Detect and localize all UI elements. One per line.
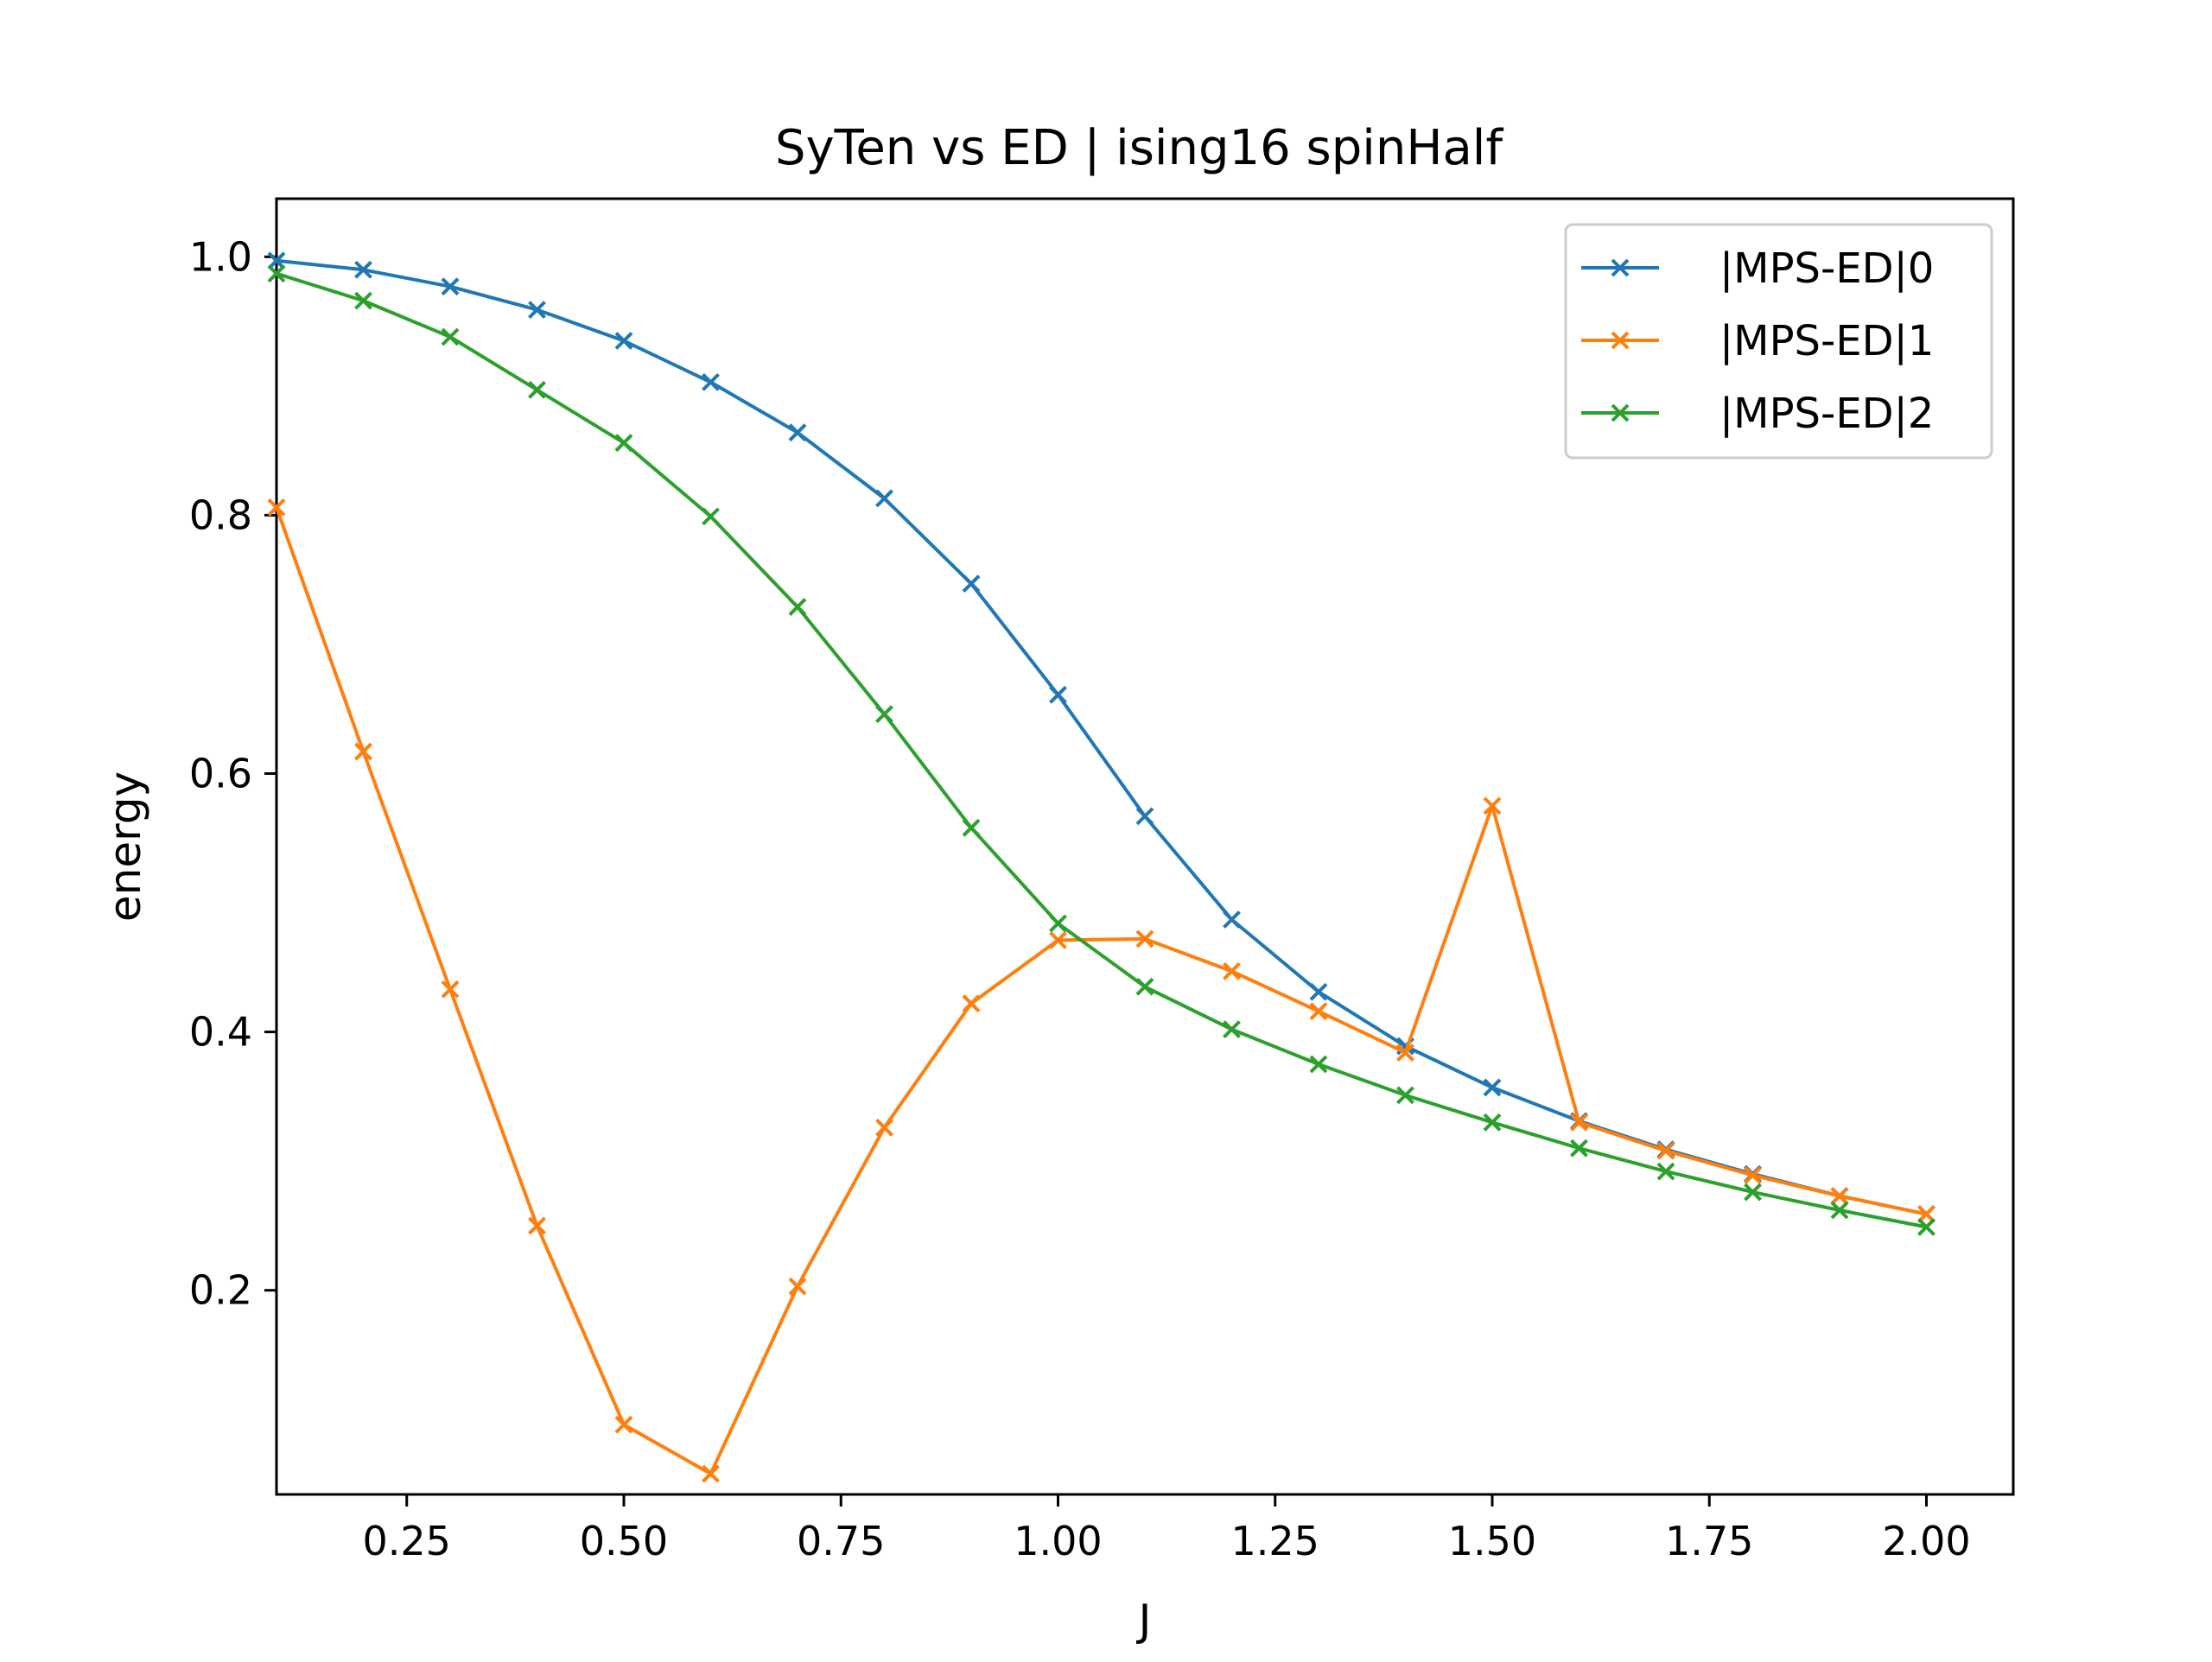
series-2 — [267, 264, 1936, 1236]
data-point — [1135, 929, 1154, 948]
y-tick-label: 0.2 — [189, 1267, 252, 1314]
data-point — [1309, 1002, 1328, 1021]
data-point — [528, 380, 546, 399]
y-tick-label: 0.8 — [189, 492, 252, 538]
legend-entry: |MPS-ED|2 — [1581, 390, 1934, 438]
data-point — [1396, 1044, 1414, 1062]
data-point — [1917, 1205, 1936, 1223]
x-tick-label: 1.75 — [1665, 1518, 1753, 1564]
data-point — [614, 434, 633, 453]
data-point — [1830, 1201, 1849, 1220]
y-tick-label: 0.4 — [189, 1009, 252, 1056]
data-point — [1049, 931, 1067, 949]
x-tick-label: 1.00 — [1014, 1518, 1102, 1564]
series-line — [275, 506, 1927, 1476]
series-1 — [267, 498, 1936, 1483]
x-axis-label: J — [1136, 1595, 1152, 1646]
data-point — [875, 489, 893, 508]
data-point — [528, 301, 546, 320]
legend: |MPS-ED|0 |MPS-ED|1 |MPS-ED|2 — [1564, 223, 1993, 460]
data-point — [1135, 977, 1154, 996]
data-point — [1656, 1141, 1675, 1160]
legend-marker — [1611, 331, 1630, 350]
y-tick-label: 0.6 — [189, 751, 252, 797]
legend-label: |MPS-ED|2 — [1719, 390, 1934, 438]
data-point — [1830, 1187, 1849, 1205]
data-point — [1309, 982, 1328, 1001]
y-axis: 0.2 0.4 0.6 0.8 1.0 — [189, 233, 276, 1314]
x-tick-label: 2.00 — [1882, 1518, 1970, 1564]
data-point — [1223, 910, 1241, 929]
data-point — [1223, 961, 1241, 980]
data-point — [702, 507, 720, 526]
chart-title: SyTen vs ED | ising16 spinHalf — [775, 120, 1503, 176]
legend-label: |MPS-ED|1 — [1719, 317, 1934, 365]
data-point — [702, 1464, 720, 1483]
x-tick-label: 0.50 — [580, 1518, 668, 1564]
data-point — [962, 994, 981, 1013]
legend-label: |MPS-ED|0 — [1719, 244, 1934, 293]
data-point — [702, 372, 720, 391]
data-point — [441, 277, 460, 296]
data-point — [354, 742, 372, 761]
data-point — [267, 498, 286, 517]
data-point — [1483, 796, 1502, 815]
data-point — [1744, 1183, 1762, 1202]
data-point — [1483, 1078, 1502, 1097]
data-point — [354, 291, 372, 310]
plot-area — [275, 197, 2015, 1496]
data-point — [875, 1118, 893, 1137]
x-axis: 0.25 0.50 0.75 1.00 1.25 1.50 1.75 2.00 — [363, 1494, 1971, 1564]
x-tick-label: 0.25 — [363, 1518, 451, 1564]
data-point — [1656, 1162, 1675, 1181]
series-layer — [267, 251, 1936, 1483]
data-point — [788, 1277, 807, 1296]
data-point — [441, 327, 460, 346]
data-point — [1744, 1166, 1762, 1185]
data-point — [267, 264, 286, 283]
x-tick-label: 0.75 — [797, 1518, 885, 1564]
data-point — [962, 818, 981, 837]
data-point — [788, 423, 807, 442]
data-point — [1309, 1055, 1328, 1074]
y-axis-label: energy — [100, 771, 150, 922]
data-point — [528, 1216, 546, 1235]
data-point — [1223, 1020, 1241, 1039]
data-point — [1396, 1086, 1414, 1105]
y-tick-label: 1.0 — [189, 233, 252, 280]
legend-marker — [1611, 403, 1630, 422]
data-point — [1570, 1113, 1588, 1132]
x-tick-label: 1.25 — [1231, 1518, 1319, 1564]
data-point — [441, 980, 460, 999]
data-point — [1049, 685, 1067, 704]
data-point — [1917, 1218, 1936, 1236]
legend-entry: |MPS-ED|1 — [1581, 317, 1934, 365]
data-point — [1570, 1139, 1588, 1158]
legend-box — [1564, 223, 1993, 460]
data-point — [788, 598, 807, 616]
data-point — [962, 574, 981, 593]
data-point — [1483, 1113, 1502, 1132]
series-line — [276, 271, 1927, 1229]
data-point — [614, 332, 633, 350]
data-point — [1049, 914, 1067, 933]
data-point — [354, 260, 372, 279]
legend-marker — [1611, 258, 1630, 277]
data-point — [875, 705, 893, 724]
legend-entry: |MPS-ED|0 — [1581, 244, 1934, 293]
data-point — [1135, 807, 1154, 826]
x-tick-label: 1.50 — [1448, 1518, 1536, 1564]
data-point — [614, 1415, 633, 1434]
data-point — [267, 251, 286, 270]
